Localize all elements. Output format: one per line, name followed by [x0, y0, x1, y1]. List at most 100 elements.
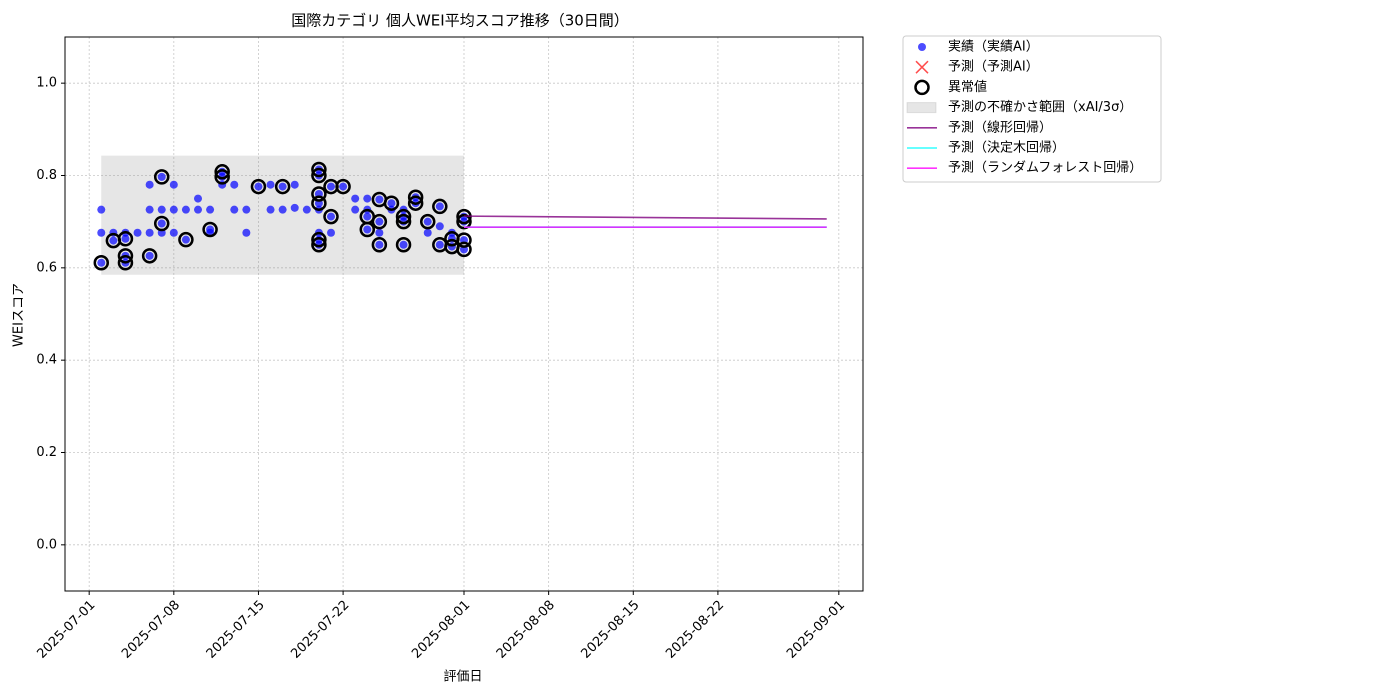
- actual-point: [266, 205, 275, 214]
- anomaly-point: [371, 213, 388, 230]
- legend-label: 予測の不確かさ範囲（xAI/3σ）: [948, 99, 1132, 115]
- anomaly-point: [335, 178, 351, 195]
- actual-point: [266, 180, 275, 189]
- actual-point: [242, 228, 251, 237]
- actual-point: [145, 228, 154, 237]
- anomaly-point: [456, 241, 472, 258]
- anomaly-point: [214, 164, 230, 180]
- legend-label: 予測（決定木回帰）: [948, 140, 1065, 156]
- actual-point: [290, 180, 299, 189]
- x-axis-label: 評価日: [443, 670, 482, 685]
- actual-point: [351, 205, 360, 214]
- anomaly-point: [311, 195, 327, 211]
- anomaly-point: [117, 230, 134, 247]
- anomaly-point: [153, 215, 170, 232]
- actual-point: [181, 205, 190, 214]
- actual-point: [435, 240, 444, 249]
- legend-label: 予測（ランダムフォレスト回帰）: [948, 160, 1142, 176]
- actual-point: [181, 235, 190, 244]
- actual-point: [254, 182, 263, 191]
- y-tick-label: 0.6: [36, 260, 57, 275]
- forecast-line: [463, 215, 827, 220]
- actual-point: [375, 228, 384, 237]
- actual-point: [242, 205, 251, 214]
- actual-point: [351, 194, 360, 203]
- anomaly-point: [311, 167, 327, 184]
- actual-point: [169, 228, 178, 237]
- actual-point: [302, 205, 311, 214]
- anomaly-point: [395, 237, 412, 253]
- actual-point: [97, 205, 106, 214]
- actual-point: [169, 180, 178, 189]
- actual-point: [157, 219, 166, 228]
- anomaly-point: [311, 161, 327, 178]
- anomaly-point: [407, 189, 424, 205]
- anomaly-point: [214, 169, 230, 185]
- legend-label: 異常値: [948, 79, 987, 95]
- actual-point: [278, 205, 287, 214]
- actual-point: [97, 258, 106, 267]
- actual-point: [169, 205, 178, 214]
- y-axis-label: WEIスコア: [12, 283, 27, 347]
- actual-point: [399, 240, 408, 249]
- anomaly-point: [202, 221, 218, 238]
- anomaly-point: [407, 195, 424, 211]
- anomaly-point: [395, 213, 412, 230]
- legend-box: [902, 35, 1162, 183]
- anomaly-point: [359, 221, 376, 238]
- y-tick-label: 0.2: [36, 445, 57, 460]
- actual-point: [375, 240, 384, 249]
- actual-point: [109, 236, 118, 245]
- actual-point: [145, 205, 154, 214]
- anomaly-point: [311, 231, 327, 248]
- actual-point: [363, 212, 372, 221]
- actual-point: [278, 182, 287, 191]
- actual-point: [363, 194, 372, 203]
- anomaly-point: [274, 178, 291, 195]
- anomaly-point: [117, 255, 134, 271]
- actual-point: [194, 205, 202, 214]
- actual-point: [327, 228, 335, 237]
- anomaly-point: [383, 195, 400, 211]
- anomaly-point: [178, 231, 194, 248]
- actual-point: [206, 225, 215, 234]
- chart-title: 国際カテゴリ 個人WEI平均スコア推移（30日間）: [291, 12, 629, 30]
- anomaly-point: [250, 178, 267, 195]
- actual-point: [327, 182, 335, 191]
- actual-point: [97, 228, 106, 237]
- anomaly-point: [141, 248, 158, 264]
- anomaly-point: [311, 186, 327, 202]
- legend-swatch: [918, 43, 926, 51]
- legend-swatch: [906, 102, 937, 114]
- legend-swatch: [915, 60, 929, 74]
- actual-point: [423, 217, 432, 226]
- actual-point: [230, 205, 239, 214]
- actual-point: [375, 195, 384, 204]
- actual-point: [230, 180, 239, 189]
- actual-point: [387, 199, 396, 208]
- anomaly-point: [311, 237, 327, 253]
- plot-frame: [64, 36, 864, 592]
- actual-point: [339, 182, 348, 191]
- actual-point: [290, 203, 299, 212]
- y-tick-label: 0.0: [36, 537, 57, 552]
- actual-point: [157, 205, 166, 214]
- actual-point: [435, 222, 444, 231]
- anomaly-point: [456, 213, 472, 230]
- actual-point: [157, 172, 166, 181]
- actual-point: [133, 228, 142, 237]
- anomaly-point: [395, 208, 412, 225]
- actual-point: [327, 212, 335, 221]
- legend-label: 予測（線形回帰）: [948, 119, 1052, 135]
- anomaly-point: [419, 213, 436, 230]
- legend-swatch: [914, 79, 930, 96]
- anomaly-point: [323, 208, 339, 225]
- anomaly-point: [153, 169, 170, 185]
- anomaly-point: [432, 198, 448, 215]
- actual-point: [363, 225, 372, 234]
- actual-point: [145, 180, 154, 189]
- y-tick-label: 0.4: [36, 353, 57, 368]
